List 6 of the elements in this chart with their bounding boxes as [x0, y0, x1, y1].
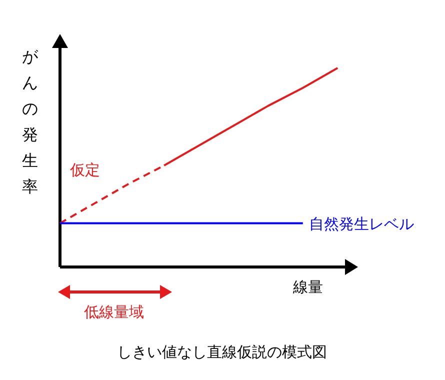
x-axis-title: 線量 [292, 278, 323, 296]
series-label: 自然発生レベル [308, 215, 414, 234]
text: 低線量域 [84, 303, 144, 321]
series-label: 仮定 [69, 161, 100, 180]
text: しきい値なし直線仮説の模式図 [117, 343, 327, 361]
y-axis-title: がんの発生率 [22, 47, 39, 196]
